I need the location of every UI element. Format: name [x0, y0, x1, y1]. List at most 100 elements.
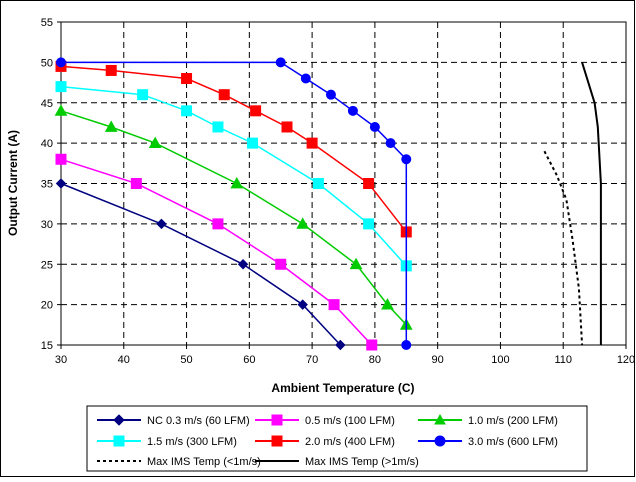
- series-7: [581, 62, 602, 345]
- data-point: [281, 121, 293, 133]
- legend-item: NC 0.3 m/s (60 LFM): [97, 414, 250, 427]
- data-point: [105, 64, 117, 76]
- data-point: [55, 153, 67, 165]
- data-point: [56, 57, 66, 68]
- legend-item: 2.0 m/s (400 LFM): [255, 435, 395, 448]
- series-2: [54, 104, 413, 330]
- legend-label: 3.0 m/s (600 LFM): [468, 436, 558, 448]
- x-tick-label: 100: [491, 354, 509, 366]
- series-line: [60, 85, 407, 267]
- data-point: [366, 339, 378, 351]
- y-tick-label: 20: [41, 300, 53, 312]
- data-point: [230, 176, 244, 189]
- x-tick-label: 50: [180, 354, 192, 366]
- y-tick-label: 15: [41, 340, 53, 352]
- legend-marker: [271, 435, 283, 447]
- x-tick-label: 70: [306, 354, 318, 366]
- data-point: [55, 81, 67, 93]
- data-point: [401, 340, 412, 350]
- data-point: [156, 218, 167, 230]
- data-point: [181, 105, 193, 117]
- data-point: [363, 178, 375, 189]
- data-point: [347, 105, 358, 116]
- legend-box: [86, 405, 588, 472]
- y-tick-label: 40: [41, 138, 53, 150]
- data-point: [181, 73, 193, 85]
- data-point: [237, 259, 249, 270]
- data-point: [218, 89, 230, 101]
- legend-item: Max IMS Temp (<1m/s): [97, 456, 261, 468]
- data-point: [212, 218, 224, 230]
- data-point: [246, 137, 258, 149]
- x-tick-label: 120: [617, 354, 635, 366]
- legend-item: Max IMS Temp (>1m/s): [255, 456, 419, 468]
- data-point: [363, 218, 375, 230]
- series-line: [581, 62, 602, 345]
- data-point: [349, 257, 363, 270]
- series-layer: [54, 57, 602, 351]
- data-point: [381, 298, 394, 310]
- data-point: [54, 104, 68, 116]
- y-tick-label: 45: [41, 98, 53, 110]
- x-tick-label: 30: [55, 354, 67, 366]
- data-point: [325, 89, 336, 100]
- data-point: [275, 57, 286, 68]
- data-point: [130, 178, 142, 189]
- data-point: [335, 339, 346, 351]
- data-point: [148, 136, 162, 149]
- data-point: [297, 299, 308, 310]
- series-1: [55, 153, 378, 351]
- axis-ticks: 30 40 50 60 70 80 90 100 110 120 15 20 25 30 35 40 45 50 5…: [41, 17, 635, 366]
- y-tick-label: 35: [41, 179, 53, 191]
- data-point: [137, 89, 149, 101]
- data-point: [55, 178, 67, 189]
- legend-marker: [271, 414, 283, 426]
- y-tick-label: 55: [41, 17, 53, 29]
- data-point: [369, 121, 380, 132]
- series-5: [56, 57, 412, 350]
- series-line: [60, 110, 407, 326]
- series-line: [543, 150, 584, 346]
- y-axis-label: Output Current (A): [6, 130, 20, 236]
- x-tick-label: 90: [432, 354, 444, 366]
- data-point: [296, 217, 310, 229]
- data-point: [401, 154, 412, 165]
- legend-item: 3.0 m/s (600 LFM): [418, 435, 558, 448]
- legend-label: Max IMS Temp (<1m/s): [147, 456, 261, 468]
- legend-marker: [113, 435, 125, 447]
- legend: NC 0.3 m/s (60 LFM) 0.5 m/s (100 LFM) 1.0 …: [86, 405, 588, 472]
- legend-item: 1.0 m/s (200 LFM): [418, 413, 558, 427]
- series-0: [55, 178, 346, 351]
- legend-label: 2.0 m/s (400 LFM): [305, 436, 395, 448]
- data-point: [104, 120, 118, 132]
- legend-item: 1.5 m/s (300 LFM): [97, 435, 237, 448]
- data-point: [306, 137, 318, 149]
- y-tick-label: 30: [41, 219, 53, 231]
- grid-lines: [61, 22, 626, 345]
- x-tick-label: 60: [243, 354, 255, 366]
- data-point: [275, 258, 287, 270]
- y-tick-label: 25: [41, 259, 53, 271]
- legend-marker: [434, 435, 446, 447]
- data-point: [250, 105, 262, 117]
- legend-label: NC 0.3 m/s (60 LFM): [147, 415, 250, 427]
- legend-item: 0.5 m/s (100 LFM): [255, 414, 395, 427]
- legend-marker: [113, 414, 125, 426]
- data-point: [328, 299, 340, 311]
- y-tick-label: 50: [41, 57, 53, 69]
- x-tick-label: 40: [118, 354, 130, 366]
- series-line: [60, 158, 373, 346]
- legend-label: Max IMS Temp (>1m/s): [305, 456, 419, 468]
- data-point: [300, 73, 311, 84]
- legend-label: 1.5 m/s (300 LFM): [147, 436, 237, 448]
- x-tick-label: 80: [369, 354, 381, 366]
- x-axis-label: Ambient Temperature (C): [271, 381, 414, 395]
- series-6: [543, 150, 584, 346]
- data-point: [385, 138, 396, 149]
- legend-marker: [434, 413, 446, 425]
- data-point: [212, 121, 224, 133]
- x-tick-label: 110: [554, 354, 572, 366]
